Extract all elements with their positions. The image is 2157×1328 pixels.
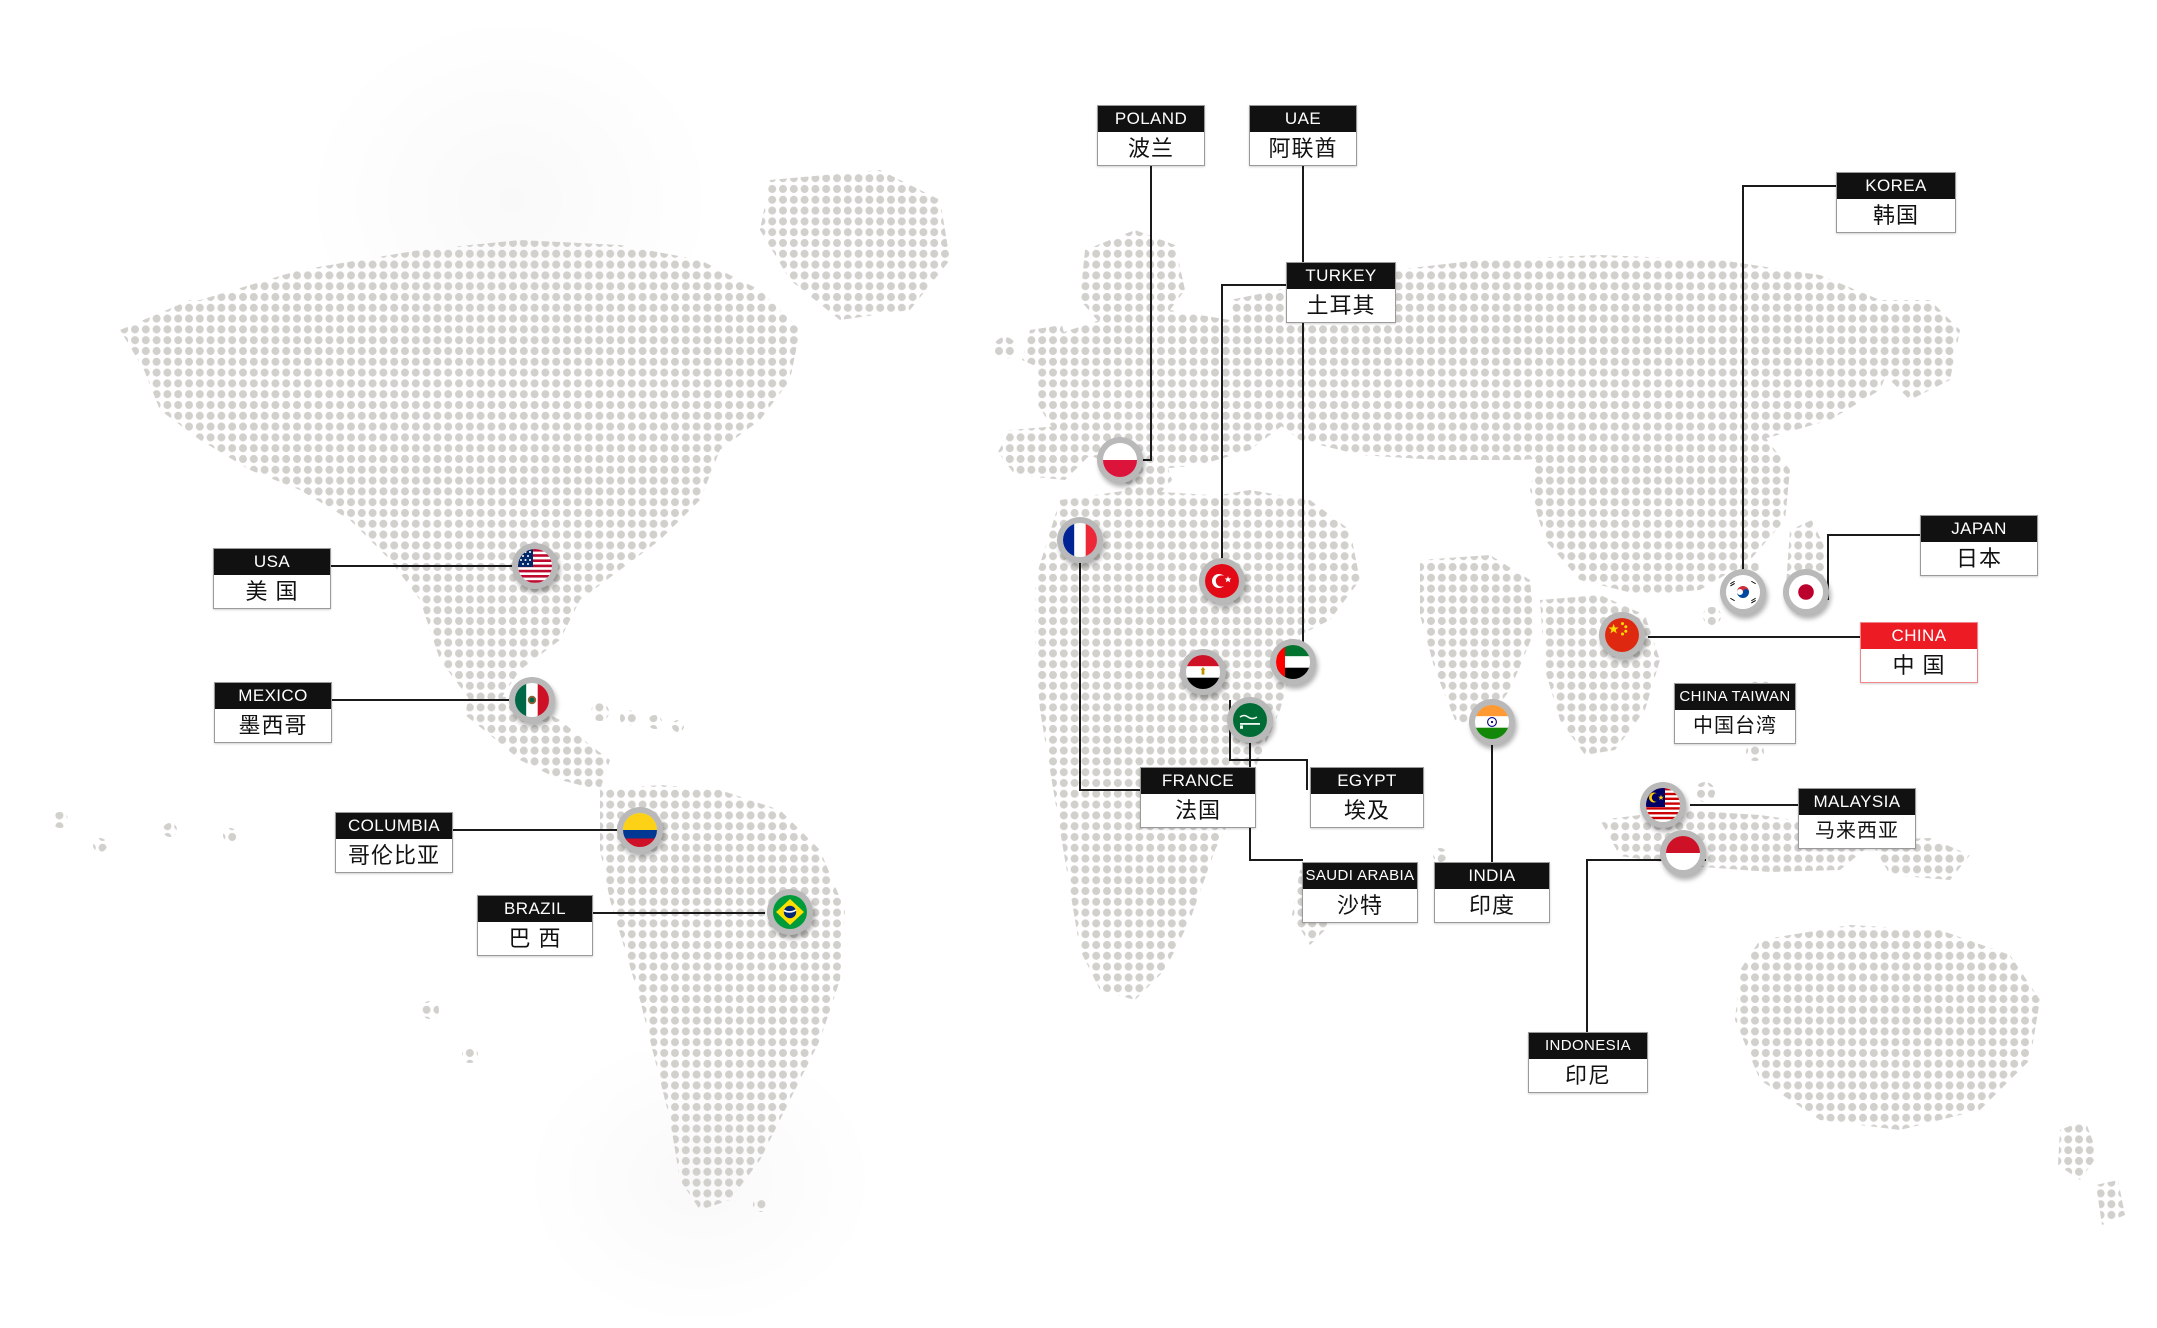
marker-turkey[interactable] xyxy=(1199,558,1245,604)
callout-uae-cn: 阿联酋 xyxy=(1268,136,1338,161)
callout-india-cn: 印度 xyxy=(1468,893,1515,918)
flag-india-icon xyxy=(1475,705,1509,739)
flag-egypt-icon xyxy=(1186,655,1220,689)
flag-malaysia-icon xyxy=(1646,788,1680,822)
flag-mexico-icon xyxy=(515,683,549,717)
marker-brazil[interactable] xyxy=(767,889,813,935)
callout-china-en: CHINA xyxy=(1861,623,1977,649)
callout-mexico-en: MEXICO xyxy=(215,683,331,709)
flag-indonesia-icon xyxy=(1666,836,1700,870)
callout-china-taiwan-en: CHINA TAIWAN xyxy=(1675,684,1795,710)
callout-china-taiwan[interactable]: CHINA TAIWAN 中国台湾 xyxy=(1674,683,1796,744)
callout-indonesia-cn: 印尼 xyxy=(1564,1063,1611,1088)
callout-usa-cn: 美 国 xyxy=(245,579,299,604)
callout-saudi-arabia-en: SAUDI ARABIA xyxy=(1303,863,1417,889)
marker-france[interactable] xyxy=(1057,517,1103,563)
callout-japan-cn: 日本 xyxy=(1955,546,2002,571)
marker-malaysia[interactable] xyxy=(1640,782,1686,828)
callout-uae[interactable]: UAE 阿联酋 xyxy=(1249,105,1357,166)
callout-brazil-en: BRAZIL xyxy=(478,896,592,922)
marker-saudi-arabia[interactable] xyxy=(1227,697,1273,743)
flag-uae-icon xyxy=(1276,645,1310,679)
callout-mexico[interactable]: MEXICO 墨西哥 xyxy=(214,682,332,743)
callout-saudi-arabia-cn: 沙特 xyxy=(1336,893,1383,918)
callout-china-cn: 中 国 xyxy=(1892,653,1946,678)
flag-usa-icon xyxy=(518,549,552,583)
callout-korea[interactable]: KOREA 韩国 xyxy=(1836,172,1956,233)
callout-saudi-arabia[interactable]: SAUDI ARABIA 沙特 xyxy=(1302,862,1418,923)
marker-egypt[interactable] xyxy=(1180,649,1226,695)
callout-turkey-en: TURKEY xyxy=(1287,263,1395,289)
callout-korea-cn: 韩国 xyxy=(1872,203,1919,228)
callout-poland-cn: 波兰 xyxy=(1127,136,1174,161)
callout-japan-en: JAPAN xyxy=(1921,516,2037,542)
flag-japan-icon xyxy=(1789,575,1823,609)
callout-columbia-cn: 哥伦比亚 xyxy=(347,843,440,868)
callout-uae-en: UAE xyxy=(1250,106,1356,132)
callout-egypt-cn: 埃及 xyxy=(1343,798,1390,823)
marker-mexico[interactable] xyxy=(509,677,555,723)
callout-turkey-cn: 土耳其 xyxy=(1306,293,1376,318)
flag-china-icon xyxy=(1605,618,1639,652)
callout-france-cn: 法国 xyxy=(1174,798,1221,823)
marker-usa[interactable] xyxy=(512,543,558,589)
callout-poland-en: POLAND xyxy=(1098,106,1204,132)
callout-france-en: FRANCE xyxy=(1141,768,1255,794)
marker-uae[interactable] xyxy=(1270,639,1316,685)
callout-malaysia[interactable]: MALAYSIA 马来西亚 xyxy=(1798,788,1916,849)
flag-saudi-arabia-icon xyxy=(1233,703,1267,737)
marker-poland[interactable] xyxy=(1097,437,1143,483)
callout-indonesia[interactable]: INDONESIA 印尼 xyxy=(1528,1032,1648,1093)
callout-columbia-en: COLUMBIA xyxy=(336,813,452,839)
callout-japan[interactable]: JAPAN 日本 xyxy=(1920,515,2038,576)
flag-korea-icon xyxy=(1726,575,1760,609)
callout-malaysia-cn: 马来西亚 xyxy=(1815,820,1899,842)
callout-columbia[interactable]: COLUMBIA 哥伦比亚 xyxy=(335,812,453,873)
flag-columbia-icon xyxy=(623,813,657,847)
callout-turkey[interactable]: TURKEY 土耳其 xyxy=(1286,262,1396,323)
callout-france[interactable]: FRANCE 法国 xyxy=(1140,767,1256,828)
marker-india[interactable] xyxy=(1469,699,1515,745)
flag-brazil-icon xyxy=(773,895,807,929)
flag-poland-icon xyxy=(1103,443,1137,477)
flag-turkey-icon xyxy=(1205,564,1239,598)
callout-brazil[interactable]: BRAZIL 巴 西 xyxy=(477,895,593,956)
marker-japan[interactable] xyxy=(1783,569,1829,615)
callout-usa-en: USA xyxy=(214,549,330,575)
callout-brazil-cn: 巴 西 xyxy=(508,926,562,951)
callout-poland[interactable]: POLAND 波兰 xyxy=(1097,105,1205,166)
callout-egypt[interactable]: EGYPT 埃及 xyxy=(1310,767,1424,828)
callout-china-taiwan-cn: 中国台湾 xyxy=(1693,715,1777,737)
marker-indonesia[interactable] xyxy=(1660,830,1706,876)
callout-china[interactable]: CHINA 中 国 xyxy=(1860,622,1978,683)
callout-mexico-cn: 墨西哥 xyxy=(238,713,308,738)
callout-indonesia-en: INDONESIA xyxy=(1529,1033,1647,1059)
marker-china[interactable] xyxy=(1599,612,1645,658)
callout-india[interactable]: INDIA 印度 xyxy=(1434,862,1550,923)
callout-egypt-en: EGYPT xyxy=(1311,768,1423,794)
callout-malaysia-en: MALAYSIA xyxy=(1799,789,1915,815)
marker-korea[interactable] xyxy=(1720,569,1766,615)
callout-india-en: INDIA xyxy=(1435,863,1549,889)
marker-columbia[interactable] xyxy=(617,807,663,853)
callout-usa[interactable]: USA 美 国 xyxy=(213,548,331,609)
callout-korea-en: KOREA xyxy=(1837,173,1955,199)
flag-france-icon xyxy=(1063,523,1097,557)
